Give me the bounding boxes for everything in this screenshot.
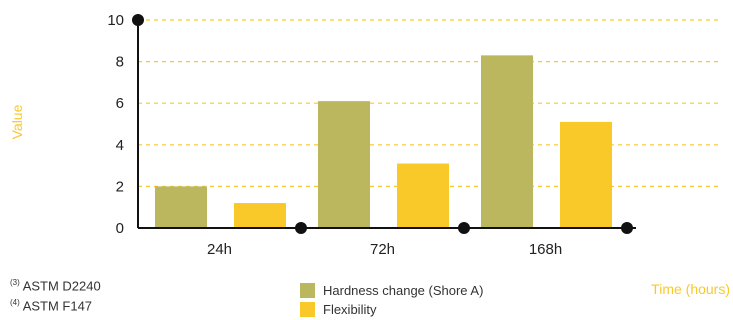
legend-item: Flexibility <box>300 300 483 319</box>
y-tick-label: 6 <box>116 95 124 112</box>
axis-dot <box>621 222 633 234</box>
axis-dot <box>458 222 470 234</box>
bar <box>155 186 207 228</box>
y-tick-label: 0 <box>116 220 124 237</box>
legend-label: Hardness change (Shore A) <box>323 283 484 298</box>
axes <box>132 14 636 234</box>
x-axis-label: Time (hours) <box>651 281 730 297</box>
footnote: (3) ASTM D2240 <box>10 278 101 293</box>
y-axis-label: Value <box>9 104 25 139</box>
footnote-marker: (3) <box>10 278 20 287</box>
bar <box>560 121 612 228</box>
bar <box>481 55 533 228</box>
footnote: (4) ASTM F147 <box>10 298 92 313</box>
x-tick-label: 168h <box>529 241 562 258</box>
bars <box>155 55 612 228</box>
footnote-marker: (4) <box>10 298 20 307</box>
legend: Hardness change (Shore A) Flexibility <box>300 281 483 319</box>
x-tick-label: 72h <box>370 241 395 258</box>
legend-item: Hardness change (Shore A) <box>300 281 483 300</box>
x-tick-labels: 24h 72h 168h <box>207 241 562 258</box>
legend-swatch <box>300 283 315 298</box>
y-tick-label: 8 <box>116 54 124 71</box>
gridlines <box>138 19 720 187</box>
axis-dot <box>295 222 307 234</box>
legend-label: Flexibility <box>323 302 377 317</box>
axis-dot <box>132 14 144 26</box>
x-tick-label: 24h <box>207 241 232 258</box>
bar <box>318 101 370 228</box>
bar <box>234 203 286 228</box>
y-tick-label: 4 <box>116 137 124 154</box>
footnote-text: ASTM F147 <box>22 298 93 314</box>
y-tick-label: 2 <box>116 178 124 195</box>
y-tick-label: 10 <box>107 12 124 29</box>
y-tick-labels: 0 2 4 6 8 10 <box>107 12 124 237</box>
legend-swatch <box>300 302 315 317</box>
bar <box>397 163 449 228</box>
footnote-text: ASTM D2240 <box>22 278 101 294</box>
